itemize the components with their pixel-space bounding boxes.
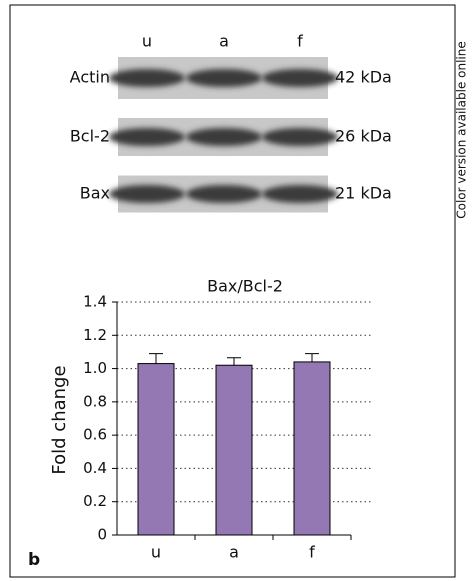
y-tick-label: 1.2 [83, 326, 107, 344]
y-tick-label: 1.0 [83, 359, 107, 377]
blot-band [262, 128, 338, 146]
x-tick-label: u [151, 543, 161, 562]
protein-label: Bax [80, 184, 110, 203]
blot-band [186, 185, 262, 203]
bar [294, 362, 330, 535]
panel-label: b [28, 550, 40, 570]
y-tick-label: 0 [97, 526, 107, 544]
error-bar [149, 354, 163, 364]
blot-band [262, 185, 338, 203]
blot-band [186, 128, 262, 146]
blot-band [109, 185, 185, 203]
western-blot: u a f Actin 42 kDa Bcl-2 26 kDa Bax 21 kDa [70, 32, 392, 213]
error-bar [227, 358, 241, 365]
size-label: 42 kDa [335, 68, 392, 87]
y-tick-label: 0.4 [83, 459, 107, 477]
size-label: 26 kDa [335, 127, 392, 146]
bar [216, 365, 252, 535]
bar [138, 364, 174, 535]
y-tick-label: 0.8 [83, 392, 107, 410]
figure: Color version available online b u a f Acti… [0, 0, 472, 581]
x-tick-label: f [309, 543, 315, 562]
blot-band [186, 69, 262, 87]
chart-title: Bax/Bcl-2 [207, 277, 283, 296]
lane-label: u [142, 32, 152, 51]
protein-label: Bcl-2 [70, 127, 110, 146]
side-note: Color version available online [455, 41, 469, 219]
lane-label: a [219, 32, 229, 51]
y-tick-label: 0.2 [83, 492, 107, 510]
x-tick-label: a [229, 543, 239, 562]
y-axis-label: Fold change [49, 365, 70, 474]
lane-label: f [297, 32, 303, 51]
y-tick-label: 0.6 [83, 426, 107, 444]
error-bar [305, 354, 319, 362]
blot-band [109, 128, 185, 146]
y-tick-label: 1.4 [83, 293, 107, 311]
blot-band [262, 69, 338, 87]
size-label: 21 kDa [335, 184, 392, 203]
protein-label: Actin [70, 68, 110, 87]
blot-band [109, 69, 185, 87]
